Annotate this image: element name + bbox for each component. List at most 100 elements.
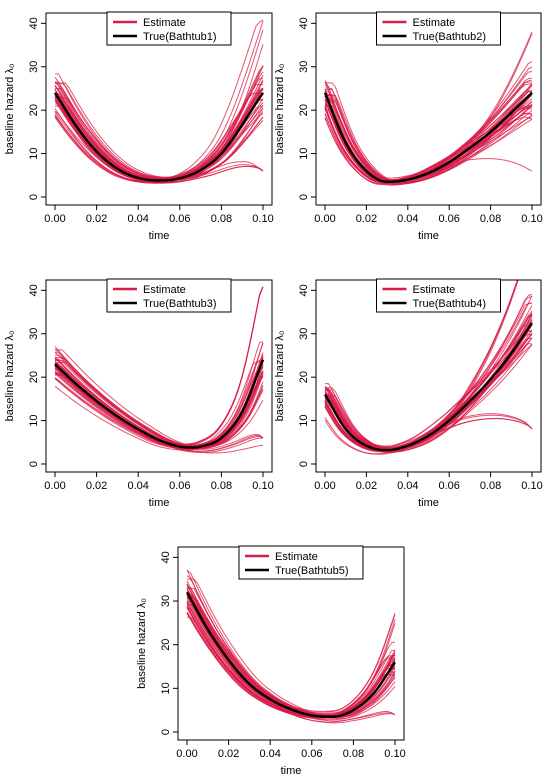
y-tick-label: 20	[298, 371, 310, 383]
legend-label: Estimate	[275, 551, 318, 563]
estimate-line	[54, 361, 264, 449]
x-tick-label: 0.04	[127, 480, 148, 492]
x-tick-label: 0.08	[211, 480, 232, 492]
estimate-line	[54, 82, 264, 180]
y-tick-label: 40	[298, 17, 310, 29]
x-tick-label: 0.08	[480, 480, 501, 492]
y-tick-label: 10	[298, 147, 310, 159]
estimate-line	[186, 605, 396, 717]
estimate-line	[324, 70, 533, 182]
estimate-line	[324, 280, 519, 451]
y-axis-title: baseline hazard λ₀	[4, 64, 16, 155]
legend: Estimate True(Bathtub2)	[376, 11, 501, 46]
y-tick-label: 10	[28, 147, 40, 159]
y-tick-label: 30	[298, 328, 310, 340]
y-tick-label: 0	[28, 461, 40, 467]
y-tick-label: 30	[160, 595, 172, 607]
chart-panel-4: 0.00 0.02 0.04 0.06 0.08 0.10 0 10 20 30 40 time bas…	[274, 278, 543, 509]
x-tick-label: 0.06	[169, 213, 190, 225]
x-tick-label: 0.06	[438, 480, 459, 492]
y-tick-label: 20	[28, 104, 40, 116]
estimate-line	[54, 356, 264, 450]
estimate-line	[186, 601, 396, 720]
estimate-line	[54, 88, 264, 181]
y-tick-label: 0	[28, 194, 40, 200]
y-axis-title: baseline hazard λ₀	[136, 598, 148, 689]
x-tick-label: 0.00	[314, 480, 335, 492]
estimate-line	[324, 295, 533, 455]
legend-label: True(Bathtub2)	[413, 31, 487, 43]
y-tick-label: 20	[298, 104, 310, 116]
estimate-line	[324, 280, 518, 451]
x-tick-label: 0.00	[176, 748, 197, 760]
x-tick-label: 0.06	[301, 748, 322, 760]
estimate-line	[324, 81, 533, 183]
x-tick-label: 0.00	[44, 213, 65, 225]
legend: Estimate True(Bathtub4)	[376, 278, 501, 313]
x-tick-label: 0.06	[438, 213, 459, 225]
true-curve-line	[185, 591, 396, 718]
x-axis-title: time	[418, 230, 439, 242]
x-axis-title: time	[149, 497, 170, 509]
legend-label: True(Bathtub4)	[413, 298, 487, 310]
legend-label: Estimate	[413, 284, 456, 296]
y-tick-label: 30	[28, 328, 40, 340]
x-tick-label: 0.08	[343, 748, 364, 760]
y-tick-label: 10	[298, 414, 310, 426]
true-curve-line	[53, 92, 264, 182]
x-tick-label: 0.02	[356, 480, 377, 492]
y-tick-label: 0	[298, 461, 310, 467]
estimate-line	[324, 280, 518, 450]
chart-panel-5: 0.00 0.02 0.04 0.06 0.08 0.10 0 10 20 30 40 time bas…	[136, 545, 406, 777]
x-tick-label: 0.04	[259, 748, 280, 760]
legend-label: Estimate	[143, 284, 186, 296]
y-tick-label: 20	[160, 639, 172, 651]
y-tick-label: 0	[160, 729, 172, 735]
x-tick-label: 0.04	[397, 480, 418, 492]
true-curve-line	[323, 322, 533, 452]
estimate-line	[187, 578, 396, 718]
legend-box	[238, 545, 364, 580]
estimate-line	[54, 342, 264, 446]
x-tick-label: 0.00	[44, 480, 65, 492]
legend: Estimate True(Bathtub3)	[106, 278, 232, 313]
chart-panel-3: 0.00 0.02 0.04 0.06 0.08 0.10 0 10 20 30 40 time bas…	[4, 278, 274, 509]
estimate-line	[324, 33, 533, 184]
estimate-line	[54, 359, 264, 449]
legend: Estimate True(Bathtub5)	[238, 545, 364, 580]
x-tick-label: 0.10	[521, 480, 542, 492]
y-tick-label: 40	[28, 17, 40, 29]
legend-label: True(Bathtub5)	[275, 565, 349, 577]
estimate-line	[54, 73, 264, 178]
true-curve-line	[323, 91, 533, 184]
legend-label: True(Bathtub1)	[143, 31, 217, 43]
estimate-line	[186, 586, 396, 718]
y-tick-label: 0	[298, 194, 310, 200]
legend-box	[376, 278, 501, 313]
x-tick-label: 0.08	[480, 213, 501, 225]
estimate-line	[186, 587, 396, 717]
legend: Estimate True(Bathtub1)	[106, 11, 232, 46]
x-tick-label: 0.10	[384, 748, 405, 760]
legend-label: Estimate	[413, 17, 456, 29]
x-tick-label: 0.06	[169, 480, 190, 492]
x-axis-title: time	[281, 765, 302, 777]
estimate-line	[54, 29, 264, 181]
y-tick-label: 40	[160, 551, 172, 563]
y-tick-label: 20	[28, 371, 40, 383]
y-tick-label: 10	[28, 414, 40, 426]
estimate-line	[186, 613, 396, 724]
estimate-line	[324, 333, 533, 448]
chart-panel-2: 0.00 0.02 0.04 0.06 0.08 0.10 0 10 20 30 40 time bas…	[274, 11, 543, 242]
y-axis-title: baseline hazard λ₀	[274, 331, 286, 422]
x-tick-label: 0.02	[86, 213, 107, 225]
estimate-line	[186, 607, 396, 719]
x-tick-label: 0.10	[521, 213, 542, 225]
x-tick-label: 0.02	[218, 748, 239, 760]
y-axis-title: baseline hazard λ₀	[4, 331, 16, 422]
legend-label: True(Bathtub3)	[143, 298, 217, 310]
y-tick-label: 30	[298, 61, 310, 73]
estimate-line	[324, 332, 533, 450]
y-tick-label: 40	[298, 284, 310, 296]
legend-box	[376, 11, 501, 46]
